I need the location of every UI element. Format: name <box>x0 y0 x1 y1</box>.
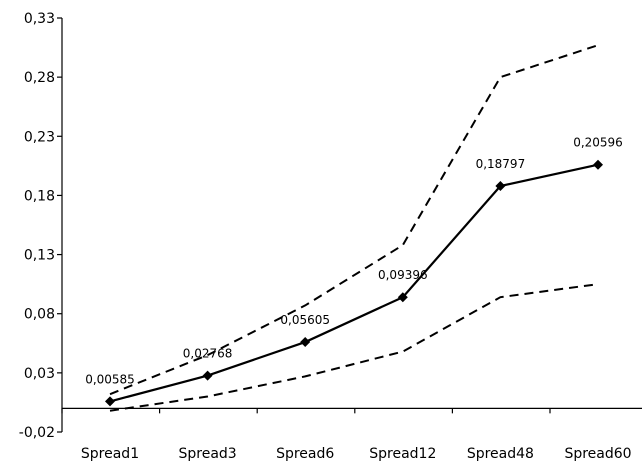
data-labels: 0,00585 0,02768 0,05605 0,09396 0,18797 0,205… <box>85 136 623 387</box>
y-tick-label: 0,33 <box>24 11 55 27</box>
y-tick-label: 0,03 <box>24 366 55 382</box>
y-tick-label: 0,08 <box>24 307 55 323</box>
data-markers <box>105 159 603 407</box>
axes <box>61 18 642 432</box>
main-series-line <box>109 163 599 403</box>
x-tick-label: Spread48 <box>467 446 534 462</box>
data-label: 0,00585 <box>85 372 135 386</box>
y-ticks: -0,02 0,03 0,08 0,13 0,18 0,23 0,28 0,33 <box>19 11 62 441</box>
dashed-series-line <box>109 44 599 396</box>
x-tick-label: Spread6 <box>276 446 334 462</box>
x-tick-label: Spread60 <box>564 446 631 462</box>
diamond-marker <box>397 292 408 303</box>
data-label: 0,20596 <box>573 136 623 150</box>
diamond-marker <box>593 159 603 170</box>
y-tick-label: -0,02 <box>19 425 55 441</box>
x-tick-label: Spread1 <box>81 446 139 462</box>
data-label: 0,18797 <box>476 157 526 171</box>
diamond-marker <box>105 396 115 407</box>
x-ticks: Spread1 Spread3 Spread6 Spread12 Spread48 Spr… <box>61 408 632 462</box>
diamond-marker <box>300 337 311 348</box>
series-lines <box>109 44 599 412</box>
dashed-series-line <box>109 283 599 412</box>
y-tick-label: 0,28 <box>24 70 55 86</box>
x-tick-label: Spread12 <box>369 446 436 462</box>
y-tick-label: 0,18 <box>24 188 55 204</box>
y-tick-label: 0,23 <box>24 129 55 145</box>
data-label: 0,09396 <box>378 268 428 282</box>
x-tick-label: Spread3 <box>178 446 236 462</box>
diamond-marker <box>495 181 506 192</box>
data-label: 0,05605 <box>280 313 330 327</box>
diamond-marker <box>202 370 213 381</box>
y-tick-label: 0,13 <box>24 248 55 264</box>
data-label: 0,02768 <box>183 347 233 361</box>
